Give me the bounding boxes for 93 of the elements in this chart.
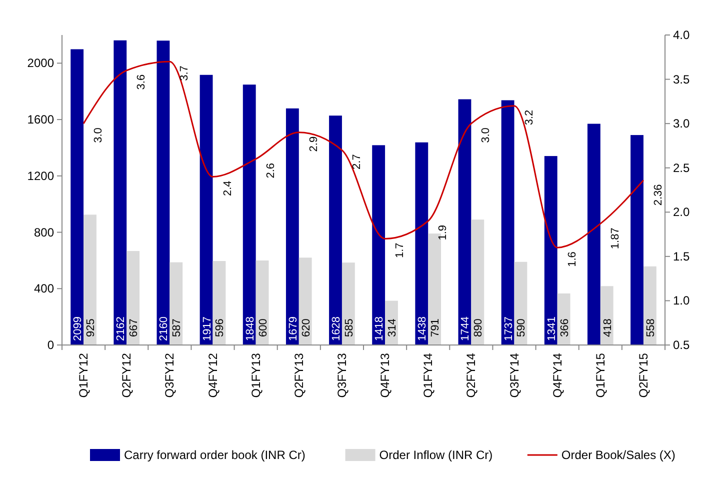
data-label: 587 bbox=[171, 318, 184, 337]
data-label: 2.4 bbox=[222, 180, 234, 196]
data-label: 667 bbox=[128, 318, 140, 337]
bar bbox=[471, 220, 484, 345]
bar bbox=[329, 116, 342, 345]
bar bbox=[114, 40, 127, 345]
data-label: 2162 bbox=[115, 316, 128, 341]
y2-tick-label: 1.0 bbox=[673, 294, 690, 308]
y2-tick-label: 0.5 bbox=[673, 338, 690, 352]
x-tick-label: Q4FY12 bbox=[206, 352, 220, 398]
bar bbox=[84, 214, 96, 345]
data-label: 366 bbox=[558, 318, 571, 337]
y2-tick-label: 3.0 bbox=[673, 116, 690, 131]
bar bbox=[630, 135, 644, 345]
data-label: 1.7 bbox=[394, 242, 406, 258]
data-label: 3.0 bbox=[92, 128, 105, 143]
data-label: 2.9 bbox=[308, 136, 320, 152]
data-label: 2.6 bbox=[264, 163, 277, 178]
x-tick-label: Q2FY13 bbox=[292, 352, 306, 398]
bar bbox=[70, 49, 84, 345]
y-tick-label: 800 bbox=[34, 225, 54, 240]
data-label: 1341 bbox=[546, 316, 558, 341]
data-label: 890 bbox=[472, 318, 485, 337]
data-label: 3.7 bbox=[178, 66, 191, 81]
x-tick-label: Q3FY14 bbox=[507, 352, 522, 398]
x-tick-label: Q2FY15 bbox=[636, 352, 650, 398]
x-tick-label: Q1FY15 bbox=[593, 352, 608, 398]
y2-tick-label: 3.5 bbox=[673, 72, 690, 86]
data-label: 1418 bbox=[374, 316, 386, 341]
bar bbox=[415, 142, 428, 345]
data-label: 2099 bbox=[72, 316, 84, 341]
bar bbox=[587, 124, 600, 345]
data-label: 1.87 bbox=[609, 228, 622, 250]
data-label: 418 bbox=[602, 318, 614, 337]
data-label: 2.7 bbox=[350, 154, 363, 170]
y-tick-label: 2000 bbox=[27, 56, 54, 70]
data-label: 1.6 bbox=[566, 252, 578, 267]
data-label: 600 bbox=[257, 318, 270, 337]
data-label: 791 bbox=[430, 318, 442, 337]
x-tick-label: Q1FY14 bbox=[421, 352, 436, 398]
y2-tick-label: 1.5 bbox=[673, 249, 690, 264]
y-tick-label: 1200 bbox=[27, 168, 54, 183]
x-tick-label: Q3FY12 bbox=[162, 352, 177, 398]
bar bbox=[170, 262, 183, 345]
bar bbox=[372, 145, 386, 345]
bar bbox=[544, 156, 558, 345]
bar bbox=[298, 258, 312, 345]
bar bbox=[126, 251, 140, 345]
y-tick-label: 400 bbox=[34, 282, 54, 296]
bar bbox=[501, 100, 514, 345]
y2-tick-label: 2.0 bbox=[673, 205, 690, 220]
x-tick-label: Q4FY14 bbox=[550, 352, 564, 398]
data-label: 1848 bbox=[244, 316, 256, 341]
data-label: 1737 bbox=[502, 316, 515, 341]
bar bbox=[342, 262, 355, 345]
y-tick-label: 1600 bbox=[27, 112, 54, 127]
x-tick-label: Q2FY14 bbox=[464, 352, 478, 398]
data-label: 2.36 bbox=[652, 184, 664, 206]
data-label: 3.6 bbox=[136, 74, 148, 90]
data-label: 1628 bbox=[330, 316, 343, 341]
bar bbox=[200, 74, 213, 345]
bar bbox=[242, 84, 256, 345]
bar bbox=[156, 40, 170, 345]
bar bbox=[643, 266, 656, 345]
y2-tick-label: 2.5 bbox=[673, 160, 690, 175]
bar bbox=[458, 99, 472, 345]
data-label: 558 bbox=[644, 318, 657, 337]
data-label: 585 bbox=[343, 318, 356, 337]
data-label: 1.9 bbox=[437, 225, 450, 240]
data-label: 2160 bbox=[158, 316, 170, 341]
data-label: 3.2 bbox=[523, 110, 536, 126]
data-label: 1744 bbox=[460, 316, 472, 341]
x-tick-label: Q2FY12 bbox=[120, 352, 134, 398]
x-tick-label: Q1FY12 bbox=[76, 352, 91, 398]
legend-label: Order Inflow (INR Cr) bbox=[379, 448, 493, 462]
y-tick-label: 0 bbox=[47, 338, 54, 352]
data-label: 596 bbox=[214, 318, 226, 337]
data-label: 1917 bbox=[201, 316, 214, 341]
legend-label: Order Book/Sales (X) bbox=[561, 448, 676, 462]
data-label: 1679 bbox=[287, 316, 300, 341]
legend-label: Carry forward order book (INR Cr) bbox=[124, 448, 306, 462]
data-label: 590 bbox=[516, 318, 528, 337]
x-tick-label: Q3FY13 bbox=[334, 352, 349, 398]
bar bbox=[600, 286, 614, 345]
bar bbox=[286, 108, 299, 345]
data-label: 925 bbox=[84, 318, 97, 337]
data-label: 1438 bbox=[416, 316, 429, 341]
y2-tick-label: 4.0 bbox=[673, 28, 690, 42]
data-label: 3.0 bbox=[480, 128, 492, 143]
x-tick-label: Q4FY13 bbox=[378, 352, 392, 398]
data-label: 314 bbox=[386, 318, 398, 337]
x-tick-label: Q1FY13 bbox=[248, 352, 263, 398]
data-label: 620 bbox=[300, 318, 312, 337]
